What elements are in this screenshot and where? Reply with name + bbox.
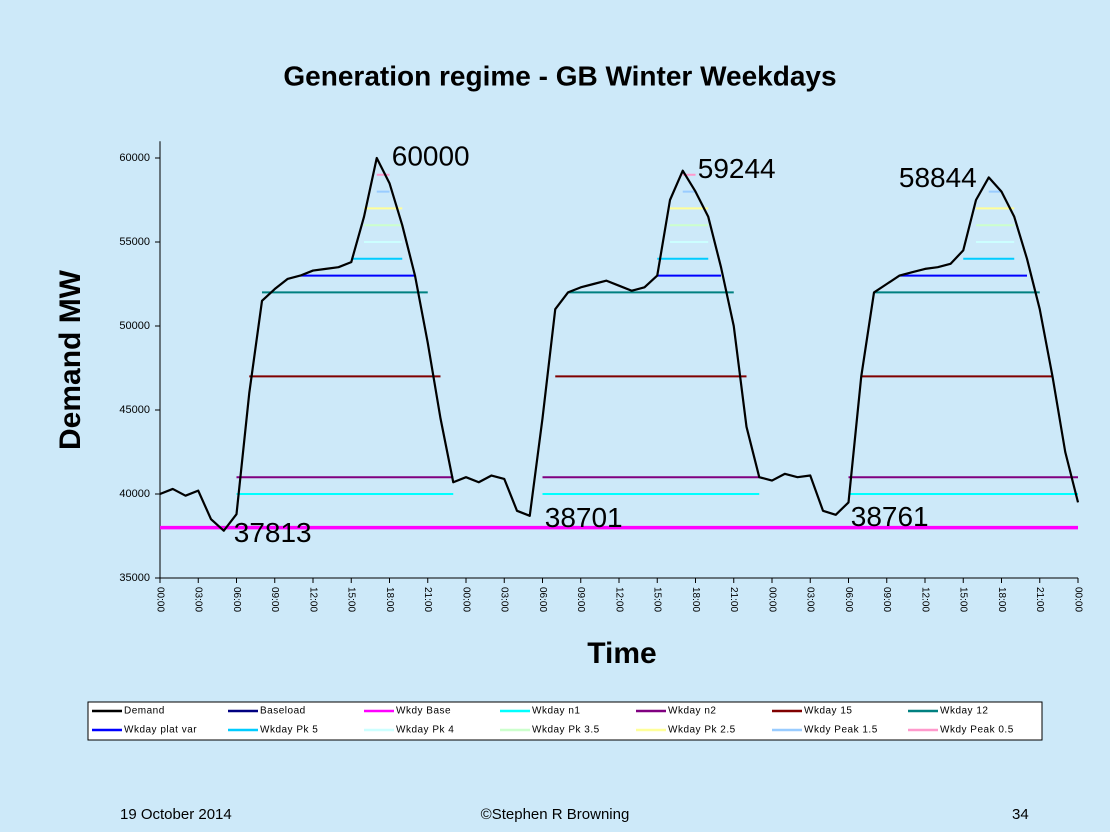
x-tick-label: 15:00 <box>346 587 357 612</box>
legend-label: Wkdy Peak 0.5 <box>940 725 1014 736</box>
y-tick-label: 60000 <box>119 152 150 164</box>
footer-page: 34 <box>1012 806 1029 823</box>
x-tick-label: 00:00 <box>460 587 471 612</box>
x-tick-label: 15:00 <box>958 587 969 612</box>
y-tick-label: 45000 <box>119 404 150 416</box>
x-tick-label: 21:00 <box>728 587 739 612</box>
x-tick-label: 09:00 <box>269 587 280 612</box>
data-label: 38761 <box>851 501 929 532</box>
x-tick-label: 03:00 <box>499 587 510 612</box>
x-tick-label: 06:00 <box>843 587 854 612</box>
x-tick-label: 09:00 <box>575 587 586 612</box>
legend-label: Wkday Pk 3.5 <box>532 725 600 736</box>
legend-label: Baseload <box>260 706 306 717</box>
x-tick-label: 03:00 <box>805 587 816 612</box>
x-tick-label: 18:00 <box>384 587 395 612</box>
footer-date: 19 October 2014 <box>120 806 232 823</box>
legend-label: Wkday 15 <box>804 706 852 717</box>
x-tick-label: 21:00 <box>1034 587 1045 612</box>
x-tick-label: 12:00 <box>919 587 930 612</box>
legend-label: Wkdy Peak 1.5 <box>804 725 878 736</box>
x-tick-label: 00:00 <box>154 587 165 612</box>
legend-label: Demand <box>124 706 165 717</box>
y-tick-label: 40000 <box>119 488 150 500</box>
y-tick-label: 50000 <box>119 320 150 332</box>
data-label: 37813 <box>234 517 312 548</box>
legend-box <box>87 701 1043 741</box>
chart-title: Generation regime - GB Winter Weekdays <box>283 60 836 91</box>
x-tick-label: 12:00 <box>613 587 624 612</box>
legend-label: Wkday Pk 4 <box>396 725 454 736</box>
x-tick-label: 21:00 <box>422 587 433 612</box>
legend-label: Wkday plat var <box>124 725 197 736</box>
x-tick-label: 03:00 <box>193 587 204 612</box>
series-line <box>159 156 1080 532</box>
legend-label: Wkdy Base <box>396 706 451 717</box>
y-axis-label: Demand MW <box>54 269 87 450</box>
y-tick-label: 55000 <box>119 236 150 248</box>
x-tick-label: 09:00 <box>881 587 892 612</box>
data-label: 59244 <box>698 153 776 184</box>
x-tick-label: 15:00 <box>652 587 663 612</box>
x-tick-label: 06:00 <box>231 587 242 612</box>
data-label: 38701 <box>545 502 623 533</box>
legend-label: Wkday n1 <box>532 706 580 717</box>
legend-label: Wkday Pk 2.5 <box>668 725 736 736</box>
footer-copyright: ©Stephen R Browning <box>481 806 630 823</box>
data-label: 60000 <box>392 140 470 171</box>
legend-label: Wkday n2 <box>668 706 716 717</box>
x-axis-label: Time <box>587 637 656 670</box>
x-tick-label: 12:00 <box>307 587 318 612</box>
legend-label: Wkday Pk 5 <box>260 725 318 736</box>
x-tick-label: 00:00 <box>1072 587 1083 612</box>
y-tick-label: 35000 <box>119 572 150 584</box>
legend-label: Wkday 12 <box>940 706 988 717</box>
x-tick-label: 18:00 <box>996 587 1007 612</box>
x-tick-label: 18:00 <box>690 587 701 612</box>
x-tick-label: 00:00 <box>766 587 777 612</box>
x-tick-label: 06:00 <box>537 587 548 612</box>
data-label: 58844 <box>899 162 977 193</box>
